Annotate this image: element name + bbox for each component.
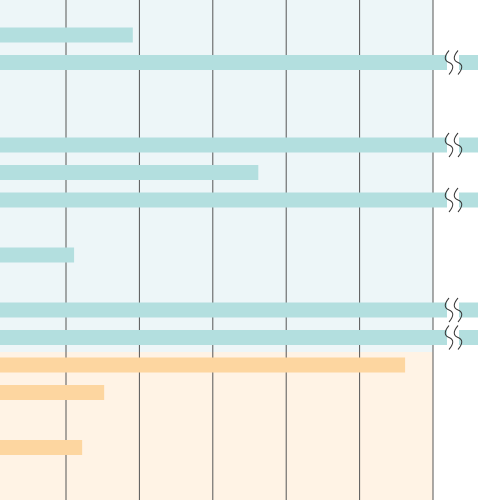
- axis-break-mark: [444, 50, 454, 75]
- bar: [0, 27, 133, 43]
- bar: [0, 137, 478, 153]
- bar: [0, 440, 83, 455]
- bar: [0, 385, 105, 400]
- bar: [0, 55, 478, 70]
- axis-break-mark: [453, 50, 463, 75]
- breaks: [444, 50, 463, 350]
- bar: [0, 330, 478, 345]
- axis-break-mark: [444, 187, 454, 213]
- bars: [0, 27, 478, 455]
- axis-break-mark: [444, 325, 454, 350]
- bar: [0, 192, 478, 208]
- axis-break-gap: [447, 301, 459, 319]
- axis-break-gap: [447, 54, 459, 71]
- axis-break-gap: [447, 136, 459, 154]
- axis-break-mark: [453, 187, 463, 213]
- region-background: [0, 352, 433, 500]
- bar: [0, 302, 478, 318]
- axis-break-mark: [453, 325, 463, 350]
- axis-break-gap: [447, 191, 459, 209]
- bar: [0, 247, 75, 263]
- axis-break-gap: [447, 329, 459, 346]
- bar: [0, 357, 406, 373]
- axis-break-mark: [444, 297, 454, 323]
- grid: [65, 0, 434, 500]
- axis-break-mark: [453, 132, 463, 158]
- axis-break-mark: [444, 132, 454, 158]
- axis-break-mark: [453, 297, 463, 323]
- bar: [0, 165, 259, 180]
